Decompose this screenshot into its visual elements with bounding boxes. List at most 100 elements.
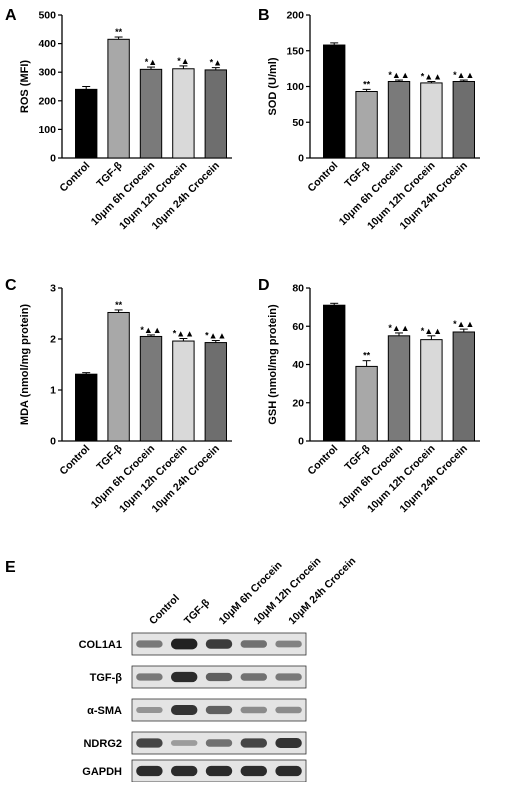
panel-letter: E <box>5 559 16 576</box>
y-tick-label: 2 <box>50 334 56 346</box>
y-tick-label: 50 <box>292 117 304 129</box>
significance-label: *▲ <box>177 56 189 66</box>
blot-column-label: TGF-β <box>182 596 213 627</box>
bar <box>172 340 195 442</box>
category-label: Control <box>57 443 92 478</box>
blot-column-label: 10μM 6h Crocein <box>217 559 285 627</box>
y-tick-label: 0 <box>298 436 304 448</box>
y-tick-label: 0 <box>50 153 56 165</box>
significance-label: *▲▲ <box>453 319 474 329</box>
blot-column-label: 10μM 24h Crocein <box>286 555 358 627</box>
blot-row-label: GAPDH <box>82 766 122 778</box>
blot-band <box>136 706 163 714</box>
blot-band <box>205 639 233 649</box>
significance-label: ** <box>363 79 371 89</box>
panel-letter: D <box>258 277 270 294</box>
category-label: TGF-β <box>94 159 125 190</box>
blot-row-label: α-SMA <box>87 705 122 717</box>
blot-band <box>205 672 233 682</box>
bar <box>387 80 411 159</box>
blot-row-label: NDRG2 <box>83 738 122 750</box>
y-tick-label: 100 <box>286 81 304 93</box>
bar <box>420 339 443 442</box>
bar <box>75 88 98 159</box>
y-tick-label: 500 <box>38 10 56 22</box>
y-tick-label: 60 <box>292 321 304 333</box>
blot-band <box>170 705 198 715</box>
significance-label: *▲ <box>210 58 222 68</box>
y-tick-label: 0 <box>298 153 304 165</box>
y-axis-label: GSH (nmol/mg protein) <box>267 304 279 425</box>
blot-band <box>205 705 233 715</box>
significance-label: *▲▲ <box>388 323 409 333</box>
y-tick-label: 1 <box>50 385 56 397</box>
bar <box>75 373 98 442</box>
bar <box>452 331 475 442</box>
y-tick-label: 200 <box>286 10 304 22</box>
blot-row-label: COL1A1 <box>79 639 122 651</box>
blot-band <box>275 673 302 681</box>
y-tick-label: 100 <box>38 124 56 136</box>
bar <box>452 80 475 159</box>
bar <box>204 342 227 442</box>
bar <box>387 335 411 442</box>
bar <box>420 82 443 159</box>
category-label: Control <box>57 160 92 195</box>
bar <box>172 68 195 159</box>
significance-label: *▲ <box>145 57 157 67</box>
significance-label: ** <box>363 351 371 361</box>
blot-band <box>240 765 268 777</box>
blot-band <box>170 638 198 650</box>
y-tick-label: 40 <box>292 359 304 371</box>
blot-band <box>275 738 302 748</box>
blot-band <box>240 738 268 748</box>
blot-band <box>170 671 198 683</box>
blot-band <box>205 739 233 747</box>
y-tick-label: 20 <box>292 397 304 409</box>
category-label: TGF-β <box>94 442 125 473</box>
bar <box>107 38 130 159</box>
bar <box>139 68 163 159</box>
bar <box>204 69 227 159</box>
significance-label: *▲▲ <box>173 328 194 338</box>
y-tick-label: 300 <box>38 67 56 79</box>
bar <box>107 311 130 442</box>
panel-letter: B <box>258 7 270 24</box>
y-tick-label: 3 <box>50 283 56 295</box>
blot-band <box>136 765 163 777</box>
blot-band <box>275 706 302 714</box>
panel-letter: A <box>5 7 17 24</box>
category-label: Control <box>305 443 340 478</box>
significance-label: ** <box>115 27 123 37</box>
y-tick-label: 80 <box>292 283 304 295</box>
y-tick-label: 0 <box>50 436 56 448</box>
significance-label: *▲▲ <box>388 70 409 80</box>
y-axis-label: MDA (nmol/mg protein) <box>19 304 31 426</box>
bar <box>355 91 378 159</box>
blot-band <box>170 765 198 777</box>
blot-band <box>205 765 233 777</box>
significance-label: *▲▲ <box>421 326 442 336</box>
category-label: TGF-β <box>342 159 373 190</box>
blot-band <box>240 673 268 681</box>
y-axis-label: ROS (MFI) <box>19 60 31 113</box>
blot-band <box>136 640 163 648</box>
blot-band <box>136 673 163 681</box>
blot-band <box>275 640 302 648</box>
blot-band <box>275 765 302 777</box>
y-tick-label: 400 <box>38 38 56 50</box>
bar <box>323 44 346 159</box>
bar <box>355 365 378 442</box>
panel-letter: C <box>5 277 17 294</box>
y-tick-label: 150 <box>286 45 304 57</box>
significance-label: *▲▲ <box>453 70 474 80</box>
category-label: Control <box>305 160 340 195</box>
significance-label: *▲▲ <box>421 71 442 81</box>
significance-label: ** <box>115 300 123 310</box>
significance-label: *▲▲ <box>205 331 226 341</box>
bar <box>139 335 163 442</box>
category-label: TGF-β <box>342 442 373 473</box>
y-tick-label: 200 <box>38 95 56 107</box>
blot-column-label: Control <box>147 592 182 627</box>
